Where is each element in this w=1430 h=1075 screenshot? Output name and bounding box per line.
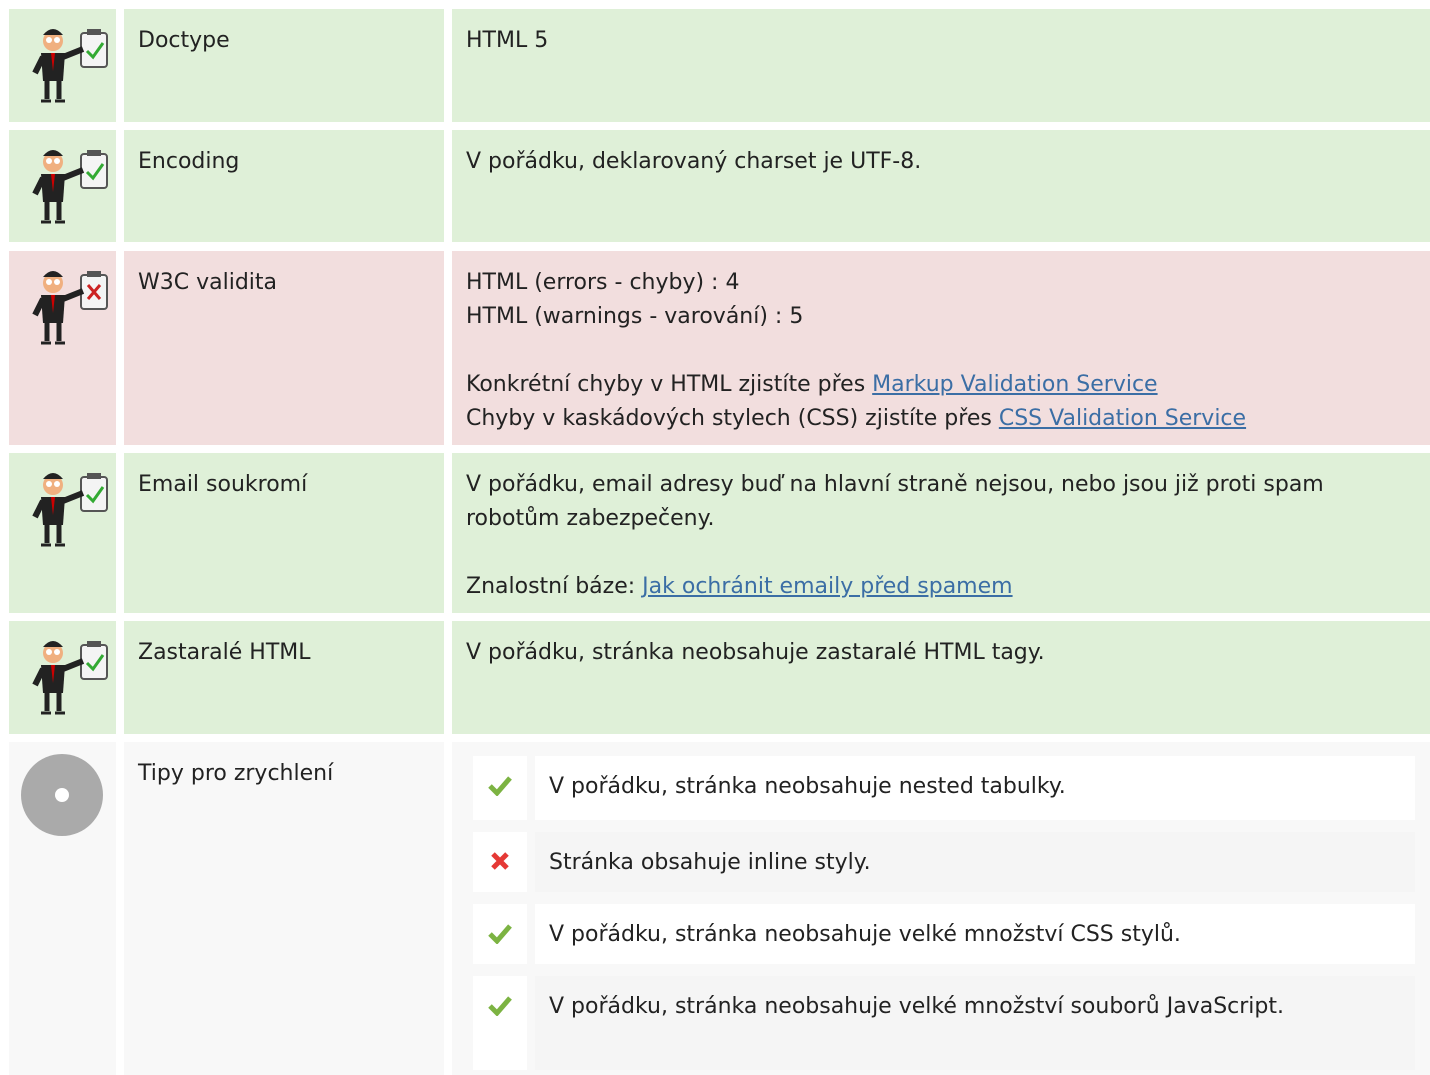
- text: V pořádku, email adresy buď na hlavní st…: [466, 472, 1324, 531]
- icon: [9, 9, 116, 122]
- check-icon: [488, 924, 512, 944]
- icon: [21, 754, 103, 836]
- tip-text: V pořádku, stránka neobsahuje velké množ…: [535, 976, 1415, 1070]
- tip: V pořádku, stránka neobsahuje velké množ…: [473, 904, 1415, 964]
- icon: [9, 621, 116, 734]
- tip-icon: [473, 756, 527, 820]
- row-content: HTML 5: [452, 9, 1430, 122]
- tip-icon: [473, 976, 527, 1070]
- text-line: Konkrétní chyby v HTML zjistíte přes Mar…: [466, 368, 1416, 402]
- text: HTML (errors - chyby) : 4: [466, 270, 740, 295]
- row-label: Email soukromí: [124, 453, 444, 613]
- status-icon: [9, 453, 116, 613]
- icon: [9, 453, 116, 566]
- tip: V pořádku, stránka neobsahuje velké množ…: [473, 976, 1415, 1070]
- tip: V pořádku, stránka neobsahuje nested tab…: [473, 756, 1415, 820]
- status-icon: [9, 742, 116, 1075]
- tip-text: Stránka obsahuje inline styly.: [535, 832, 1415, 892]
- row-label: Encoding: [124, 130, 444, 242]
- tips-list: V pořádku, stránka neobsahuje nested tab…: [473, 756, 1415, 1070]
- link[interactable]: CSS Validation Service: [998, 406, 1247, 431]
- status-icon: [9, 130, 116, 242]
- text: Chyby v kaskádových stylech (CSS) zjistí…: [466, 406, 992, 431]
- text: V pořádku, deklarovaný charset je UTF-8.: [466, 149, 922, 174]
- status-icon: [9, 621, 116, 734]
- row-label: Zastaralé HTML: [124, 621, 444, 734]
- row-content: V pořádku, stránka neobsahuje zastaralé …: [452, 621, 1430, 734]
- icon: [9, 130, 116, 242]
- check-icon: [488, 996, 512, 1016]
- icon: [9, 251, 116, 364]
- row-label: Doctype: [124, 9, 444, 122]
- row-label: W3C validita: [124, 251, 444, 445]
- row-content: V pořádku, email adresy buď na hlavní st…: [452, 453, 1430, 613]
- tip-icon: [473, 904, 527, 964]
- tip-text: V pořádku, stránka neobsahuje velké množ…: [535, 904, 1415, 964]
- status-icon: [9, 251, 116, 445]
- text-line: Znalostní báze: Jak ochránit emaily před…: [466, 570, 1370, 604]
- text: Konkrétní chyby v HTML zjistíte přes: [466, 372, 866, 397]
- tip-icon: [473, 832, 527, 892]
- row-label: Tipy pro zrychlení: [124, 742, 444, 1075]
- text: HTML (warnings - varování) : 5: [466, 304, 804, 329]
- text: HTML 5: [466, 28, 549, 53]
- tip: Stránka obsahuje inline styly.: [473, 832, 1415, 892]
- text: V pořádku, stránka neobsahuje zastaralé …: [466, 640, 1045, 665]
- check-icon: [488, 776, 512, 796]
- link[interactable]: Jak ochránit emaily před spamem: [642, 574, 1013, 599]
- cross-icon: [491, 852, 509, 870]
- row-content: HTML (errors - chyby) : 4 HTML (warnings…: [452, 251, 1430, 445]
- tip-text: V pořádku, stránka neobsahuje nested tab…: [535, 756, 1415, 820]
- text-line: Chyby v kaskádových stylech (CSS) zjistí…: [466, 402, 1416, 436]
- status-icon: [9, 9, 116, 122]
- row-content: V pořádku, deklarovaný charset je UTF-8.: [452, 130, 1430, 242]
- text: Znalostní báze:: [466, 574, 636, 599]
- link[interactable]: Markup Validation Service: [872, 372, 1158, 397]
